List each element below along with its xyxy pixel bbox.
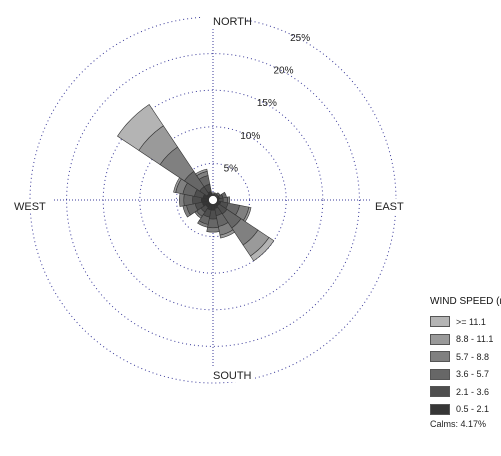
calms-label: Calms: 4.17% [430,419,487,429]
radial-label-5: 5% [224,163,239,174]
petal-sse-bin-2 [219,229,235,239]
radial-label-10: 10% [240,131,260,142]
wind-petals [117,104,275,262]
legend-item-2: 8.8 - 11.1 [430,331,501,349]
grid-ring-4 [66,53,360,347]
legend-swatch [430,368,450,380]
legend-swatch [430,333,450,345]
legend-label: 5.7 - 8.8 [456,351,490,362]
grid-ring-3 [102,89,324,311]
legend-title: WIND SPEED (m/s) [430,296,501,307]
legend-swatch [430,316,450,328]
petal-nw-bin-1 [117,104,164,151]
legend-label: 2.1 - 3.6 [456,386,490,397]
radial-label-20: 20% [273,66,293,77]
west-label: WEST [14,201,46,213]
petal-se-bin-1 [249,236,275,262]
north-label: NORTH [213,16,252,28]
calm-circle [208,195,218,205]
petal-s-bin-3 [206,226,220,233]
east-label: EAST [375,201,404,213]
legend-label: 8.8 - 11.1 [456,334,494,345]
legend-swatch [430,386,450,398]
legend-rows: >= 11.1 8.8 - 11.1 5.7 - 8.8 3.6 - 5.7 2.1 -… [430,313,501,418]
legend-item-5: 2.1 - 3.6 [430,383,501,401]
legend-label: >= 11.1 [456,316,486,327]
wind-speed-legend: WIND SPEED (m/s) >= 11.1 8.8 - 11.1 5.7 - … [430,296,501,429]
radial-label-15: 15% [257,98,277,109]
legend-label: 0.5 - 2.1 [456,404,490,415]
petal-nnw-bin-2 [195,168,208,177]
south-label: SOUTH [213,370,252,382]
grid-ring-2 [139,126,287,274]
petal-e-bin-3 [227,196,231,204]
petal-ssw-bin-3 [197,220,209,228]
legend-item-1: >= 11.1 [430,313,501,331]
legend-item-3: 5.7 - 8.8 [430,348,501,366]
petal-w-bin-3 [179,193,185,207]
legend-label: 3.6 - 5.7 [456,369,490,380]
wind-rose-chart: 5% 10% 15% 20% 25% NORTH EAST SOUTH WEST [12,14,410,384]
legend-item-4: 3.6 - 5.7 [430,366,501,384]
radial-label-25: 25% [290,33,310,44]
legend-swatch [430,351,450,363]
radial-tick-labels: 5% 10% 15% 20% 25% [224,33,311,174]
legend-swatch [430,403,450,415]
legend-item-6: 0.5 - 2.1 [430,401,501,419]
cardinal-labels: NORTH EAST SOUTH WEST [12,14,410,382]
